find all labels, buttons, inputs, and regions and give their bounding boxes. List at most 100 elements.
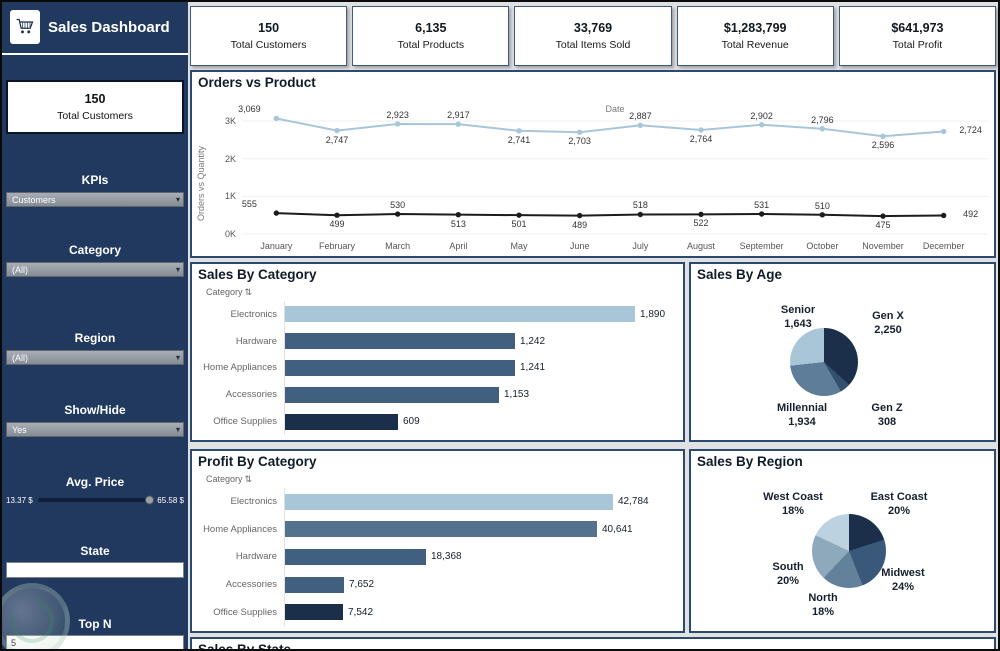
data-point-label: 475 [875,220,891,231]
data-point-label: 531 [754,200,770,210]
avg-price-label: Avg. Price [65,475,125,489]
kpi-label: Total Items Sold [555,39,631,51]
kpi-value: $641,973 [891,21,944,35]
filter-label-category: Category [68,243,121,257]
slice-name: Senior [780,304,816,316]
data-point-label: 2,902 [750,110,773,121]
bar-row: Home Appliances 1,241 [198,354,677,382]
panel-title: Orders vs Product [198,75,316,90]
y-axis-tick: 3K [224,116,236,127]
bar[interactable] [285,359,515,376]
slice-name: Millennial [776,402,828,414]
data-point-label: 2,917 [447,110,470,121]
y-axis: 0K 1K 2K 3K [216,92,238,254]
state-label: State [80,544,110,558]
data-point-label: 3,069 [238,104,261,115]
value-label: 42,784 [618,496,649,508]
sort-icon: ⇅ [244,287,253,297]
chevron-down-icon: ▾ [175,194,180,204]
y-axis-tick: 0K [224,229,236,239]
slice-value: 2,250 [874,323,902,336]
show-hide-dropdown[interactable]: Yes ▾ [6,422,184,437]
bar[interactable] [285,306,635,323]
bar-row: Office Supplies 609 [198,408,677,435]
chevron-down-icon: ▾ [175,424,180,434]
bar[interactable] [285,413,398,430]
panel-title: Sales By Region [697,454,803,469]
data-point-label: 2,923 [386,109,409,120]
bar[interactable] [285,493,613,510]
pie-slice-label: West Coast 18% [763,491,823,519]
chevron-down-icon: ▾ [175,352,180,362]
x-axis-label: August [686,241,716,251]
x-axis-label: November [862,241,904,251]
x-axis-label: May [510,241,528,251]
sales-by-state-panel: Sales By State [190,637,996,649]
sidebar-kpi-card: 150 Total Customers [6,80,184,134]
slider-track[interactable] [37,495,155,505]
category-dropdown[interactable]: (All) ▾ [6,262,184,277]
sidebar: Sales Dashboard 150 Total Customers KPIs… [2,2,188,649]
y-axis-tick: 1K [224,191,236,202]
category-sort-header[interactable]: Category ⇅ [206,474,252,485]
filter-label-show-hide: Show/Hide [64,403,126,417]
kpi-card-total-items-sold: 33,769 Total Items Sold [514,6,672,66]
bar-area: 609 [284,408,677,435]
top-n-label: Top N [78,617,112,631]
bar-chart: Electronics 42,784 Home Appliances 40,641 Ha… [198,488,677,626]
data-point-label: 2,741 [507,134,531,145]
slice-name: West Coast [763,491,823,503]
sales-by-age-panel: Sales By Age Gen X 2,250 Gen Z 308 Millennia… [689,262,996,442]
data-point-label: 2,724 [959,125,982,136]
kpi-card-total-products: 6,135 Total Products [352,6,510,66]
kpi-card-total-customers: 150 Total Customers [190,6,348,66]
pie-slice-label: Gen Z 308 [871,402,902,430]
pie-slice-label: Senior 1,643 [781,304,815,332]
line-chart-canvas [242,115,988,235]
orders-vs-product-panel: Orders vs Product Date Orders vs Quantit… [190,70,996,258]
sales-by-region-pie[interactable] [812,514,886,588]
bar[interactable] [285,604,343,621]
category-sort-header[interactable]: Category ⇅ [206,287,252,298]
region-dropdown[interactable]: (All) ▾ [6,350,184,365]
x-axis-label: January [260,241,293,251]
avg-price-slider: 13.37 $ 65.58 $ [6,493,184,507]
region-dropdown-value: (All) [12,352,28,363]
dashboard-title: Sales Dashboard [48,18,170,36]
watermark-logo [2,583,70,649]
category-label: Hardware [235,335,277,347]
filter-label-kpis: KPIs [81,173,109,187]
bar[interactable] [285,576,344,593]
bar-row: Electronics 1,890 [198,301,677,328]
kpi-label: Total Products [397,39,465,51]
kpi-label: Total Profit [892,39,943,51]
slice-name: South [772,561,804,573]
value-label: 1,242 [520,335,546,347]
category-label: Accessories [225,389,277,401]
data-point-label: 499 [329,219,345,230]
bar[interactable] [285,333,515,350]
bar-row: Office Supplies 7,542 [198,598,677,626]
pie-slice-label: Midwest 24% [881,567,924,595]
slice-value: 1,934 [788,415,816,428]
x-axis-label: April [449,241,468,251]
sales-by-region-panel: Sales By Region East Coast 20% Midwest 24% N… [689,449,996,633]
bar[interactable] [285,548,426,565]
category-label: Home Appliances [203,523,277,535]
x-axis-label: March [385,241,411,251]
bar[interactable] [285,386,499,403]
data-point-label: 2,887 [629,111,652,122]
state-input[interactable] [6,562,184,578]
data-point-label: 513 [450,218,466,229]
kpis-dropdown[interactable]: Customers ▾ [6,192,184,207]
kpi-label: Total Revenue [721,39,789,51]
slider-handle[interactable] [145,495,155,505]
kpi-row: 150 Total Customers 6,135 Total Products… [190,6,997,66]
sales-by-age-pie[interactable] [790,328,858,396]
panel-title: Profit By Category [198,454,317,469]
x-axis-label: February [318,241,355,251]
line-chart[interactable]: 3,069 2,747 2,923 2,917 2,741 2,703 2,887 2,764… [238,92,988,254]
slice-value: 18% [811,605,835,618]
sidebar-header: Sales Dashboard [2,2,188,55]
bar[interactable] [285,521,597,538]
